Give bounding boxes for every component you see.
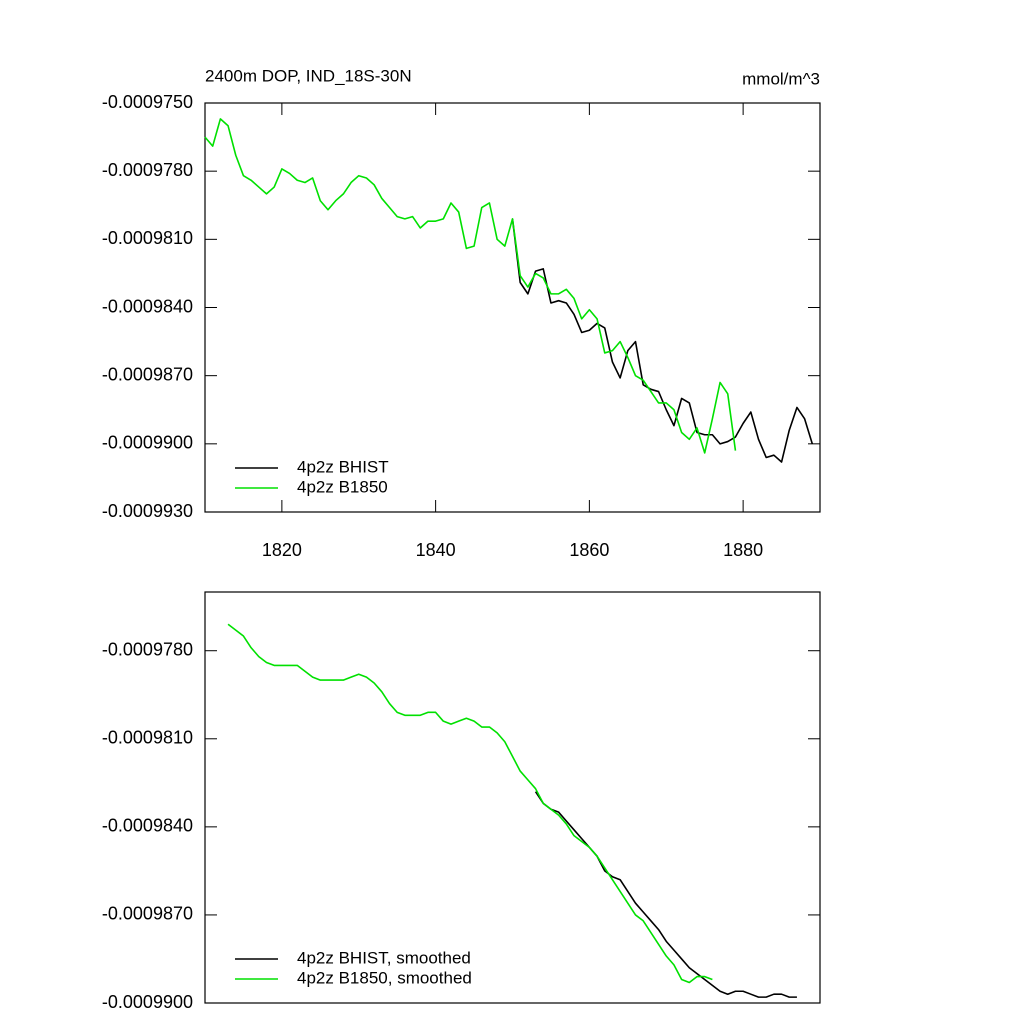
y-tick-label: -0.0009900	[102, 992, 193, 1012]
x-tick-label: 1840	[416, 540, 456, 560]
data-line	[534, 791, 797, 998]
y-tick-label: -0.0009810	[102, 228, 193, 248]
y-tick-label: -0.0009870	[102, 364, 193, 384]
plot-frame	[204, 591, 821, 1004]
chart-title: 2400m DOP, IND_18S-30N	[205, 66, 412, 85]
x-tick-label: 1860	[569, 540, 609, 560]
x-tick-label: 1880	[723, 540, 763, 560]
y-tick-label: -0.0009870	[102, 904, 193, 924]
y-tick-label: -0.0009840	[102, 296, 193, 316]
y-tick-label: -0.0009780	[102, 639, 193, 659]
legend-label: 4p2z B1850	[297, 477, 388, 496]
y-tick-label: -0.0009780	[102, 160, 193, 180]
y-tick-label: -0.0009930	[102, 501, 193, 521]
y-tick-label: -0.0009900	[102, 433, 193, 453]
units-label: mmol/m^3	[742, 69, 820, 88]
x-tick-label: 1820	[262, 540, 302, 560]
legend-label: 4p2z B1850, smoothed	[297, 968, 472, 987]
legend-label: 4p2z BHIST	[297, 457, 389, 476]
data-line	[227, 623, 713, 984]
plot-frame	[204, 102, 821, 513]
data-line	[204, 118, 737, 454]
y-tick-label: -0.0009840	[102, 816, 193, 836]
y-tick-label: -0.0009810	[102, 728, 193, 748]
legend-label: 4p2z BHIST, smoothed	[297, 948, 471, 967]
data-line	[511, 218, 814, 463]
y-tick-label: -0.0009750	[102, 92, 193, 112]
